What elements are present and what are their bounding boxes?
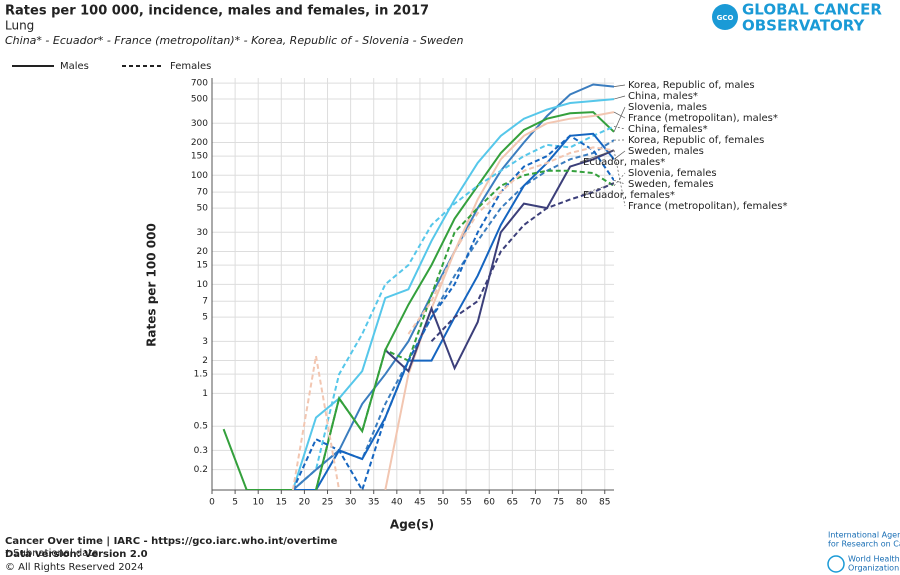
y-tick-label: 50 — [197, 204, 209, 214]
series-line — [292, 132, 614, 490]
y-tick-label: 5 — [202, 313, 208, 323]
partner: for Research on Cancer — [828, 540, 900, 549]
x-tick-label: 40 — [391, 498, 403, 508]
series-line — [291, 146, 614, 490]
x-tick-label: 35 — [368, 498, 379, 508]
series-line — [315, 169, 614, 490]
label-leader — [613, 95, 626, 100]
y-tick-label: 0.3 — [194, 446, 208, 456]
series-label: France (metropolitan), males* — [628, 113, 778, 124]
plot-area — [222, 83, 614, 490]
series-label: Sweden, males — [628, 146, 704, 157]
footer-version: Data version: Version 2.0 — [5, 549, 148, 560]
partner: Organization — [848, 564, 899, 573]
y-tick-label: 15 — [197, 261, 208, 271]
x-axis-label: Age(s) — [390, 518, 434, 532]
chart-title: Rates per 100 000, incidence, males and … — [5, 4, 429, 19]
legend-label: Females — [170, 61, 211, 72]
logo-text: GLOBAL CANCER — [742, 1, 882, 19]
series-line — [222, 111, 614, 490]
label-leader — [613, 106, 626, 133]
y-tick-label: 20 — [197, 247, 209, 257]
series-line — [292, 125, 614, 490]
series-label: Slovenia, females — [628, 168, 717, 179]
partner: International Agency — [828, 531, 900, 540]
x-tick-label: 15 — [276, 498, 287, 508]
y-tick-label: 2 — [202, 356, 208, 366]
series-label: Sweden, females — [628, 179, 714, 190]
y-tick-label: 7 — [202, 297, 208, 307]
label-leader — [613, 126, 626, 130]
x-tick-label: 25 — [322, 498, 333, 508]
label-leader — [613, 84, 626, 87]
y-tick-label: 500 — [191, 95, 208, 105]
label-leader — [579, 149, 615, 163]
x-tick-label: 30 — [345, 498, 357, 508]
logo-text: OBSERVATORY — [742, 17, 866, 35]
series-label: Korea, Republic of, females — [628, 135, 764, 146]
label-leader — [613, 111, 626, 119]
series-label: France (metropolitan), females* — [628, 201, 788, 212]
y-tick-label: 3 — [202, 337, 208, 347]
y-tick-label: 700 — [191, 79, 208, 89]
y-tick-label: 1.5 — [194, 370, 208, 380]
series-label: Slovenia, males — [628, 102, 707, 113]
y-tick-label: 30 — [197, 228, 209, 238]
y-tick-label: 100 — [191, 171, 208, 181]
footer-source: Cancer Over time | IARC - https://gco.ia… — [5, 536, 338, 547]
x-tick-label: 60 — [484, 498, 496, 508]
y-tick-label: 1 — [202, 389, 208, 399]
series-label: China, males* — [628, 91, 698, 102]
series-label: Ecuador, females* — [583, 190, 675, 201]
footer-note: * Subnational data — [5, 548, 98, 559]
label-leader — [613, 150, 626, 207]
x-tick-label: 5 — [232, 498, 238, 508]
footer-rights: © All Rights Reserved 2024 — [5, 562, 144, 573]
label-leader — [613, 150, 626, 160]
x-tick-label: 85 — [599, 498, 610, 508]
who-emblem — [827, 555, 845, 573]
series-line — [384, 149, 614, 373]
subtitle: Lung — [5, 19, 34, 33]
y-tick-label: 10 — [197, 280, 209, 290]
series-line — [292, 83, 614, 490]
partner: World Health — [848, 555, 900, 564]
x-tick-label: 10 — [252, 498, 264, 508]
series-label: Ecuador, males* — [583, 157, 665, 168]
logo-badge — [712, 4, 738, 30]
y-tick-label: 150 — [191, 152, 208, 162]
series-label: Korea, Republic of, males — [628, 80, 755, 91]
x-tick-label: 70 — [530, 498, 542, 508]
x-tick-label: 50 — [437, 498, 449, 508]
x-tick-label: 65 — [507, 498, 518, 508]
series-line — [292, 139, 614, 490]
x-tick-label: 55 — [460, 498, 471, 508]
x-tick-label: 80 — [576, 498, 588, 508]
x-tick-label: 75 — [553, 498, 564, 508]
legend-label: Males — [60, 61, 89, 72]
series-line — [291, 98, 614, 490]
populations: China* - Ecuador* - France (metropolitan… — [5, 34, 464, 47]
x-tick-label: 45 — [414, 498, 425, 508]
y-tick-label: 0.2 — [194, 465, 208, 475]
x-tick-label: 20 — [299, 498, 311, 508]
label-leader — [613, 179, 626, 185]
y-tick-label: 200 — [191, 138, 208, 148]
x-tick-label: 0 — [209, 498, 215, 508]
y-tick-label: 300 — [191, 119, 208, 129]
y-axis-label: Rates per 100 000 — [145, 223, 159, 347]
y-tick-label: 70 — [197, 188, 209, 198]
series-label: China, females* — [628, 124, 708, 135]
series-line — [291, 134, 614, 490]
series-line — [430, 182, 614, 342]
logo-badge-text: GCO — [717, 14, 734, 22]
y-tick-label: 0.5 — [194, 422, 208, 432]
